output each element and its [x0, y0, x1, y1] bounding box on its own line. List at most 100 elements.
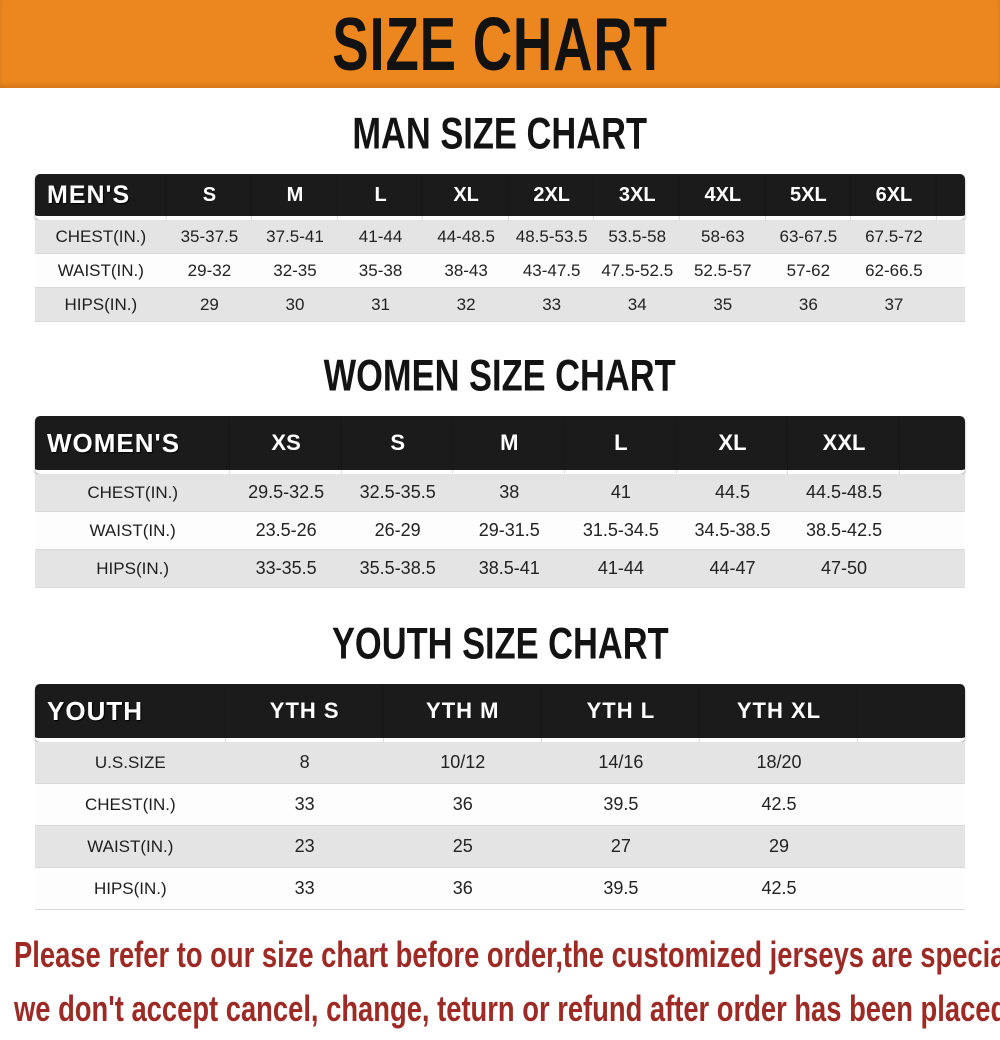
size-value-cell: 29.5-32.5	[230, 474, 342, 512]
size-table-row: WAIST(IN.) 29-32 32-35 35-38 38-43 43-47.5 47.…	[35, 254, 965, 288]
measurement-label: WAIST(IN.)	[35, 512, 231, 550]
measurement-label: HIPS(IN.)	[35, 550, 231, 588]
size-value-cell: 34.5-38.5	[676, 512, 789, 550]
header-spacer	[936, 174, 965, 220]
size-column-header: YTH S	[225, 684, 384, 742]
page-title: SIZE CHART	[332, 1, 668, 87]
size-value-cell: 38-43	[423, 254, 509, 288]
size-value-cell: 63-67.5	[765, 220, 852, 254]
youth-size-table: YOUTH YTH S YTH M YTH L YTH XL U.S.SIZE 8 10/12…	[35, 684, 965, 910]
size-column-header: XL	[676, 416, 789, 474]
size-value-cell: 34	[594, 288, 681, 322]
row-spacer	[858, 742, 965, 784]
header-spacer	[858, 684, 965, 742]
size-column-header: YTH M	[383, 684, 542, 742]
size-value-cell: 30	[252, 288, 338, 322]
measurement-label: CHEST(IN.)	[35, 220, 167, 254]
size-column-header: YTH L	[541, 684, 700, 742]
size-value-cell: 42.5	[699, 784, 859, 826]
size-column-header: 4XL	[680, 174, 766, 220]
size-value-cell: 44.5-48.5	[788, 474, 900, 512]
size-column-header: M	[252, 174, 338, 220]
size-value-cell: 58-63	[680, 220, 766, 254]
size-table-row: CHEST(IN.) 35-37.5 37.5-41 41-44 44-48.5 48.5…	[35, 220, 965, 254]
row-spacer	[858, 784, 965, 826]
size-column-header: 2XL	[508, 174, 595, 220]
size-value-cell: 41-44	[565, 550, 677, 588]
size-table-row: HIPS(IN.) 29 30 31 32 33 34 35 36 37	[35, 288, 965, 322]
size-value-cell: 31	[337, 288, 424, 322]
size-column-header: XL	[423, 174, 509, 220]
size-value-cell: 44.5	[676, 474, 789, 512]
size-value-cell: 29-31.5	[453, 512, 566, 550]
size-value-cell: 29	[166, 288, 253, 322]
size-value-cell: 33-35.5	[230, 550, 342, 588]
measurement-label: CHEST(IN.)	[35, 784, 226, 826]
size-value-cell: 39.5	[541, 868, 700, 910]
size-value-cell: 43-47.5	[508, 254, 595, 288]
table-corner-label: WOMEN'S	[35, 416, 231, 474]
size-column-header: XS	[230, 416, 342, 474]
size-value-cell: 31.5-34.5	[565, 512, 677, 550]
size-value-cell: 35-37.5	[166, 220, 253, 254]
size-value-cell: 38	[453, 474, 566, 512]
disclaimer-note: Please refer to our size chart before or…	[14, 932, 1000, 1040]
size-value-cell: 29	[699, 826, 859, 868]
size-table-row: CHEST(IN.) 29.5-32.5 32.5-35.5 38 41 44.5 44.5…	[35, 474, 965, 512]
size-value-cell: 27	[541, 826, 700, 868]
measurement-label: WAIST(IN.)	[35, 826, 226, 868]
size-value-cell: 38.5-41	[453, 550, 566, 588]
measurement-label: HIPS(IN.)	[35, 868, 226, 910]
size-value-cell: 53.5-58	[594, 220, 681, 254]
size-value-cell: 47-50	[788, 550, 900, 588]
size-value-cell: 29-32	[166, 254, 253, 288]
size-table-row: WAIST(IN.) 23.5-26 26-29 29-31.5 31.5-34.5 34…	[35, 512, 965, 550]
table-corner-label: MEN'S	[35, 174, 167, 220]
size-value-cell: 39.5	[541, 784, 700, 826]
size-table-row: WAIST(IN.) 23 25 27 29	[35, 826, 965, 868]
size-value-cell: 33	[508, 288, 595, 322]
size-value-cell: 32	[423, 288, 509, 322]
size-value-cell: 37	[851, 288, 937, 322]
size-value-cell: 57-62	[765, 254, 852, 288]
size-value-cell: 42.5	[699, 868, 859, 910]
size-value-cell: 26-29	[341, 512, 454, 550]
row-spacer	[858, 868, 965, 910]
size-table-header-row: YOUTH YTH S YTH M YTH L YTH XL	[35, 684, 965, 742]
men-size-table: MEN'S S M L XL 2XL 3XL 4XL 5XL 6XL CHEST(IN.) 35-37…	[35, 174, 965, 322]
size-table-row: CHEST(IN.) 33 36 39.5 42.5	[35, 784, 965, 826]
size-table-row: HIPS(IN.) 33-35.5 35.5-38.5 38.5-41 41-44 44-…	[35, 550, 965, 588]
size-value-cell: 25	[383, 826, 542, 868]
size-value-cell: 41-44	[337, 220, 424, 254]
size-value-cell: 44-47	[676, 550, 789, 588]
size-value-cell: 33	[225, 784, 384, 826]
size-value-cell: 67.5-72	[851, 220, 937, 254]
size-table-row: U.S.SIZE 8 10/12 14/16 18/20	[35, 742, 965, 784]
size-chart-banner: SIZE CHART	[0, 0, 1000, 88]
man-section-title: MAN SIZE CHART	[0, 108, 1000, 159]
size-value-cell: 41	[565, 474, 677, 512]
size-column-header: XXL	[788, 416, 900, 474]
size-value-cell: 8	[225, 742, 384, 784]
size-value-cell: 10/12	[383, 742, 542, 784]
man-section-title-text: MAN SIZE CHART	[352, 108, 648, 159]
size-value-cell: 44-48.5	[423, 220, 509, 254]
youth-section-title: YOUTH SIZE CHART	[0, 618, 1000, 669]
size-value-cell: 52.5-57	[680, 254, 766, 288]
row-spacer	[936, 288, 965, 322]
size-value-cell: 36	[765, 288, 852, 322]
measurement-label: CHEST(IN.)	[35, 474, 231, 512]
size-column-header: 5XL	[765, 174, 852, 220]
measurement-label: WAIST(IN.)	[35, 254, 167, 288]
size-column-header: L	[565, 416, 677, 474]
measurement-label: U.S.SIZE	[35, 742, 226, 784]
header-spacer	[899, 416, 965, 474]
size-value-cell: 14/16	[541, 742, 700, 784]
row-spacer	[899, 474, 965, 512]
size-column-header: 6XL	[851, 174, 937, 220]
row-spacer	[858, 826, 965, 868]
youth-section-title-text: YOUTH SIZE CHART	[331, 618, 669, 669]
table-corner-label: YOUTH	[35, 684, 226, 742]
size-value-cell: 47.5-52.5	[594, 254, 681, 288]
size-value-cell: 33	[225, 868, 384, 910]
